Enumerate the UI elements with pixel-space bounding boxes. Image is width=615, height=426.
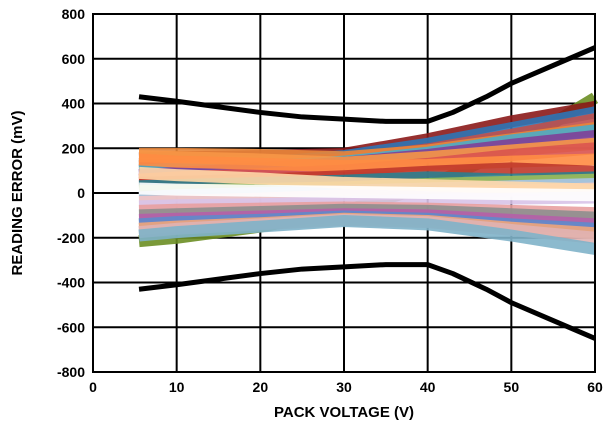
y-tick-label: 0 — [77, 185, 85, 201]
limit-line — [138, 45, 596, 124]
x-tick-label: 30 — [336, 379, 352, 395]
y-tick-label: 400 — [62, 96, 86, 112]
y-tick-label: -600 — [57, 319, 85, 335]
y-tick-label: -800 — [57, 364, 85, 380]
y-tick-label: -400 — [57, 275, 85, 291]
x-tick-label: 60 — [587, 379, 603, 395]
error-series-line — [138, 214, 596, 255]
x-axis-label: PACK VOLTAGE (V) — [274, 404, 414, 421]
y-tick-label: 200 — [62, 140, 86, 156]
y-tick-labels: -800 -600 -400 -200 0 200 400 600 800 — [57, 6, 85, 380]
error-series-line — [138, 153, 596, 173]
y-tick-label: -200 — [57, 230, 85, 246]
y-tick-label: 800 — [62, 6, 86, 22]
x-tick-label: 20 — [253, 379, 269, 395]
error-band-series — [138, 92, 599, 255]
y-axis-label: READING ERROR (mV) — [9, 110, 26, 275]
limit-series — [138, 45, 596, 341]
x-tick-label: 10 — [169, 379, 185, 395]
x-tick-labels: 0 10 20 30 40 50 60 — [89, 379, 603, 395]
error-series-line — [138, 166, 596, 196]
x-tick-label: 40 — [420, 379, 436, 395]
plot-frame — [92, 13, 596, 373]
error-series-line — [138, 182, 596, 202]
y-tick-label: 600 — [62, 51, 86, 67]
limit-line — [138, 262, 596, 341]
x-tick-label: 0 — [89, 379, 97, 395]
x-tick-label: 50 — [504, 379, 520, 395]
